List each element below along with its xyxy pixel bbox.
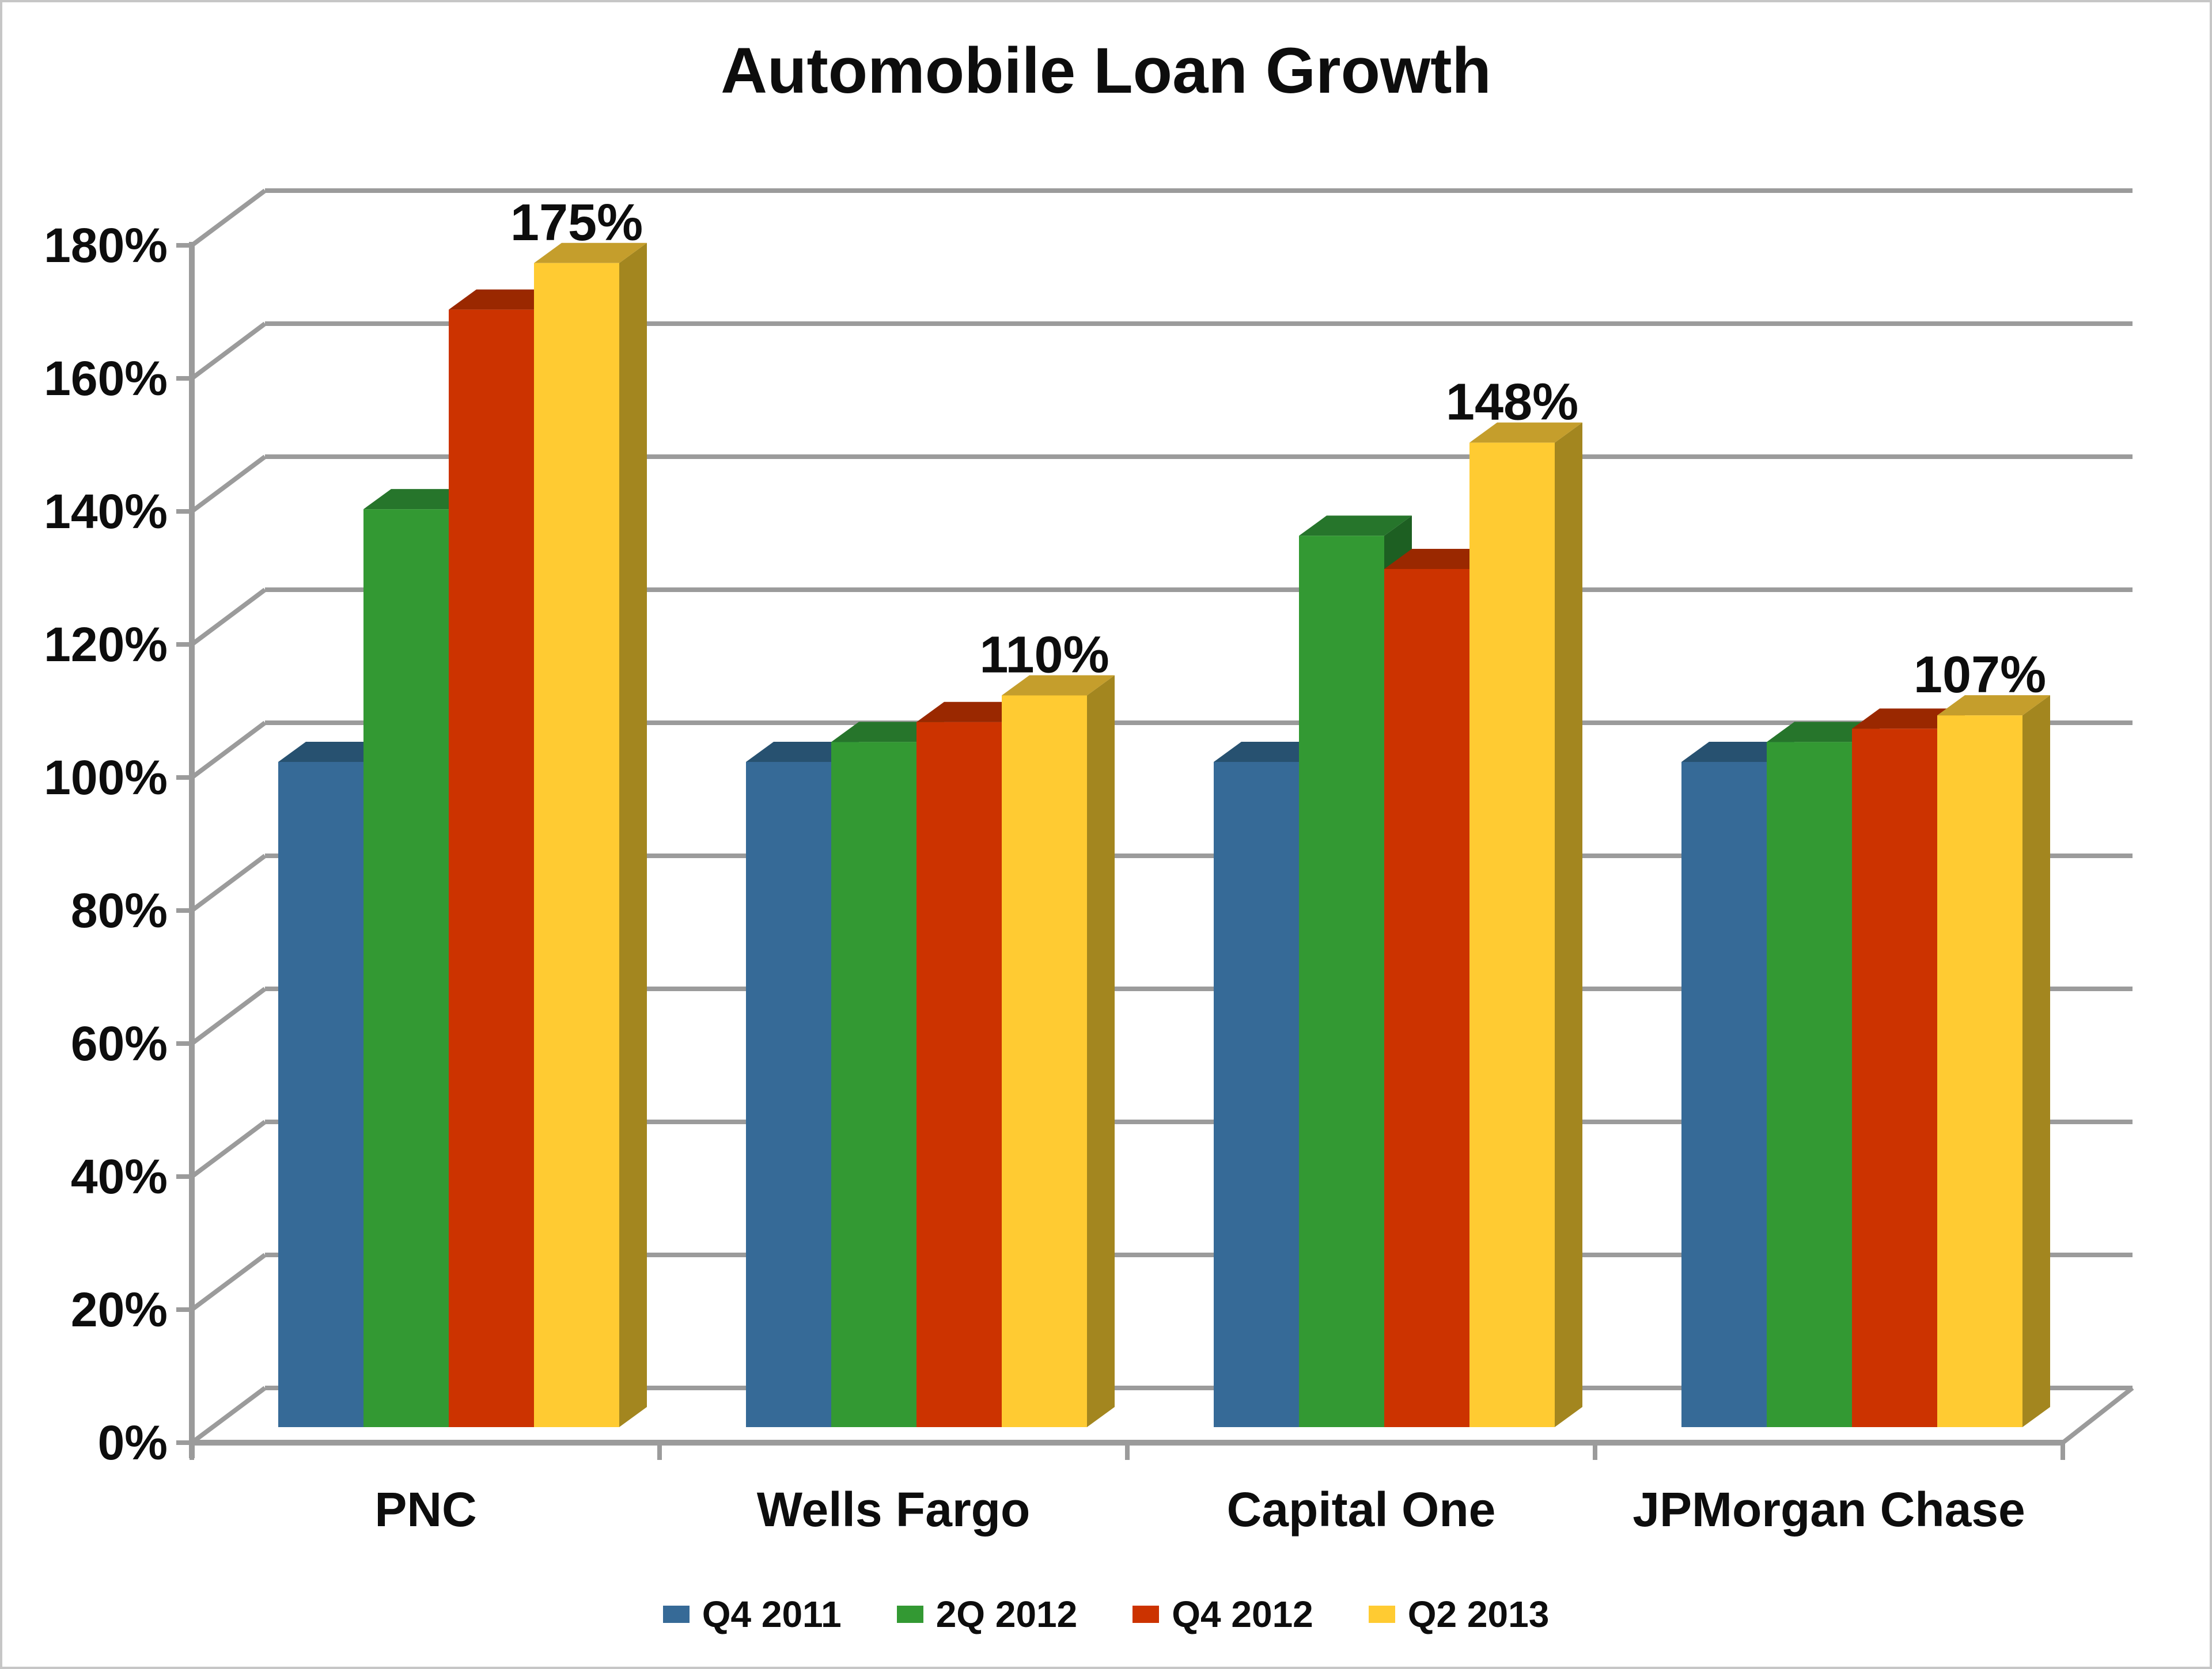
bar-front-Q4-2012 — [449, 309, 534, 1427]
gridline-side-wall — [190, 321, 267, 381]
bar-front-Q4-2011 — [1214, 762, 1299, 1427]
bar-side-Q2-2013 — [619, 242, 647, 1427]
bar-front-2Q-2012 — [831, 742, 916, 1427]
bar-top-2Q-2012 — [363, 489, 476, 510]
bar-front-Q4-2011 — [746, 762, 831, 1427]
bar-front-Q2-2013 — [534, 263, 619, 1427]
bar-top-2Q-2012 — [1299, 515, 1412, 536]
bar-top-Q2-2013 — [1002, 675, 1115, 696]
bar-front-Q2-2013 — [1469, 442, 1555, 1427]
bar-top-Q4-2012 — [1384, 549, 1497, 570]
bar-top-Q4-2012 — [449, 289, 562, 310]
chart-title: Automobile Loan Growth — [721, 35, 1491, 107]
gridline-side-wall — [190, 854, 267, 913]
bar-top-Q4-2011 — [746, 742, 859, 762]
bar-front-2Q-2012 — [1299, 536, 1384, 1427]
legend-item-q4-2012: Q4 2012 — [1132, 1596, 1313, 1633]
bar-top-Q2-2013 — [1469, 422, 1582, 443]
data-label: 175% — [510, 194, 643, 252]
bar-side-Q2-2013 — [1555, 422, 1582, 1427]
gridline-side-wall — [190, 1120, 267, 1179]
bar-top-2Q-2012 — [831, 722, 944, 742]
bar-side-Q2-2013 — [1087, 675, 1115, 1427]
y-tick-label: 140% — [44, 484, 168, 538]
legend-label: Q2 2013 — [1407, 1594, 1550, 1635]
bar-front-2Q-2012 — [1767, 742, 1852, 1427]
legend-swatch — [1368, 1606, 1395, 1623]
bar-front-Q2-2013 — [1002, 695, 1087, 1427]
bar-top-Q4-2012 — [916, 701, 1029, 722]
data-label: 110% — [979, 627, 1109, 684]
y-tick-label: 100% — [44, 750, 168, 805]
bar-front-Q4-2012 — [1852, 729, 1937, 1427]
gridline-side-wall — [190, 720, 267, 780]
gridline-side-wall — [190, 587, 267, 647]
legend-item-q4-2011: Q4 2011 — [662, 1594, 842, 1635]
legend: Q4 2011 2Q 2012 Q4 2012 Q2 2013 — [0, 1588, 2212, 1640]
gridline-side-wall — [190, 454, 267, 514]
category-label: JPMorgan Chase — [1633, 1482, 2025, 1537]
gridline-side-wall — [190, 188, 267, 248]
y-tick-label: 20% — [71, 1283, 168, 1337]
bar-top-Q4-2011 — [278, 742, 391, 762]
legend-item-2q-2012: 2Q 2012 — [896, 1594, 1078, 1635]
legend-item-q2-2013: Q2 2013 — [1368, 1594, 1550, 1635]
bar-front-2Q-2012 — [363, 509, 449, 1427]
y-tick-label: 120% — [44, 617, 168, 672]
legend-swatch — [662, 1606, 690, 1623]
bar-side-Q2-2013 — [2022, 695, 2050, 1427]
bar-front-Q4-2011 — [1681, 762, 1767, 1427]
bar-front-Q2-2013 — [1937, 715, 2022, 1427]
floor-right-edge — [2061, 1386, 2134, 1445]
gridline-side-wall — [190, 987, 267, 1046]
legend-swatch — [896, 1606, 923, 1623]
legend-swatch — [1132, 1606, 1160, 1623]
data-label: 107% — [1914, 646, 2046, 704]
bar-top-Q2-2013 — [534, 242, 647, 263]
category-label: Capital One — [1227, 1482, 1496, 1537]
legend-label: 2Q 2012 — [935, 1594, 1078, 1635]
y-tick-label: 180% — [44, 218, 168, 272]
y-tick-label: 80% — [71, 883, 168, 938]
bar-top-Q4-2011 — [1214, 742, 1327, 762]
gridline-side-wall — [190, 1386, 267, 1445]
legend-label: Q4 2011 — [702, 1594, 842, 1635]
gridline-side-wall — [190, 1253, 267, 1312]
bar-top-Q4-2011 — [1681, 742, 1794, 762]
category-label: Wells Fargo — [757, 1482, 1031, 1537]
bar-top-2Q-2012 — [1767, 722, 1880, 742]
data-label: 148% — [1446, 374, 1578, 431]
y-tick-label: 0% — [98, 1416, 168, 1470]
bar-top-Q4-2012 — [1852, 708, 1965, 729]
bar-top-Q2-2013 — [1937, 695, 2050, 716]
bar-front-Q4-2012 — [916, 722, 1002, 1427]
y-tick-label: 160% — [44, 351, 168, 405]
legend-label: Q4 2012 — [1172, 1594, 1313, 1635]
y-tick-label: 40% — [71, 1150, 168, 1204]
category-label: PNC — [374, 1482, 476, 1537]
bar-front-Q4-2011 — [278, 762, 363, 1427]
bar-front-Q4-2012 — [1384, 569, 1469, 1427]
y-tick-label: 60% — [71, 1016, 168, 1071]
